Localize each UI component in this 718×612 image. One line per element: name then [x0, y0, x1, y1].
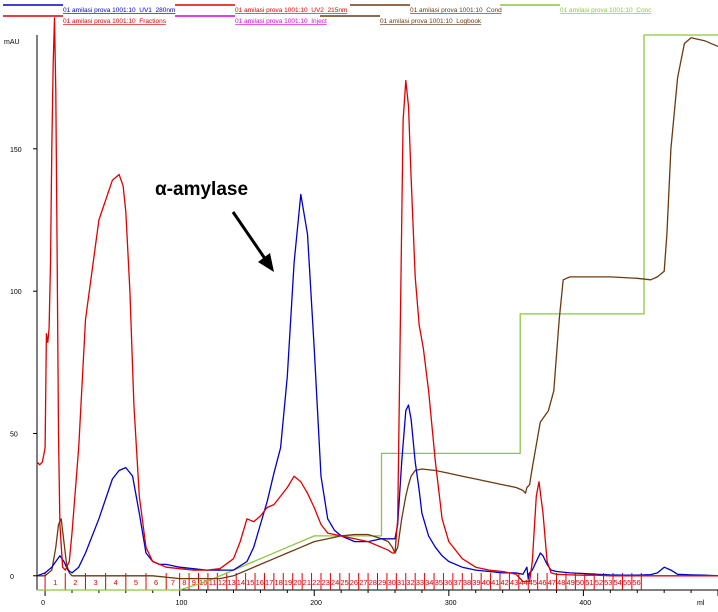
x-tick-label: 0 [41, 600, 45, 607]
fraction-label: 33 [416, 578, 424, 587]
fraction-label: 48 [557, 578, 565, 587]
fraction-label: 41 [491, 578, 499, 587]
y-tick-label: 150 [10, 147, 22, 154]
fraction-label: 7 [171, 578, 175, 587]
fraction-label: 56 [632, 578, 640, 587]
fraction-label: 44 [519, 578, 527, 587]
fraction-label: 28 [369, 578, 377, 587]
fraction-label: 22 [312, 578, 320, 587]
legend-label: 01 amilasi prova 1001:10_Logbook [380, 18, 482, 25]
fraction-label: 15 [246, 578, 254, 587]
annotation-arrowhead [258, 253, 274, 272]
fraction-label: 16 [256, 578, 264, 587]
annotation-label: α-amylase [155, 179, 248, 200]
fraction-label: 1 [53, 578, 57, 587]
legend-label: 01 amilasi prova 1001:10_UV1_280nm [63, 7, 175, 14]
fraction-label: 34 [425, 578, 433, 587]
annotation-arrow [231, 211, 272, 267]
fraction-label: 39 [472, 578, 480, 587]
fraction-label: 45 [529, 578, 537, 587]
fraction-label: 31 [397, 578, 405, 587]
fraction-label: 18 [274, 578, 282, 587]
fraction-label: 43 [510, 578, 518, 587]
y-axis-label: mAU [4, 39, 20, 46]
annotation: α-amylase [155, 179, 274, 272]
fraction-label: 14 [237, 578, 245, 587]
fraction-label: 53 [604, 578, 612, 587]
fraction-label: 50 [576, 578, 584, 587]
legend-label: 01 amilasi prova 1001:10_Conc [560, 7, 652, 14]
fraction-label: 2 [73, 578, 77, 587]
fraction-label: 49 [566, 578, 574, 587]
fraction-label: 51 [585, 578, 593, 587]
fraction-label: 5 [134, 578, 138, 587]
fraction-label: 8 [182, 578, 186, 587]
fraction-label: 9 [192, 578, 196, 587]
fraction-label: 46 [538, 578, 546, 587]
fraction-label: 21 [303, 578, 311, 587]
series-line [37, 37, 718, 580]
fraction-label: 32 [406, 578, 414, 587]
x-tick-label: 300 [445, 600, 457, 607]
legend-label: 01 amilasi prova 1001:10_Cond [410, 7, 502, 14]
y-tick-label: 100 [10, 289, 22, 296]
fraction-label: 38 [463, 578, 471, 587]
fraction-label: 36 [444, 578, 452, 587]
fraction-label: 19 [284, 578, 292, 587]
fraction-label: 52 [595, 578, 603, 587]
fraction-label: 30 [387, 578, 395, 587]
y-tick-label: 0 [10, 574, 14, 581]
fraction-label: 35 [435, 578, 443, 587]
fraction-label: 24 [331, 578, 339, 587]
fraction-label: 37 [453, 578, 461, 587]
legend-label: 01 amilasi prova 1001:10_Inject [235, 18, 327, 25]
fraction-label: 13 [227, 578, 235, 587]
fraction-label: 26 [350, 578, 358, 587]
fraction-label: 27 [359, 578, 367, 587]
plot-area [36, 17, 718, 591]
fraction-label: 20 [293, 578, 301, 587]
fraction-label: 6 [154, 578, 158, 587]
legend-label: 01 amilasi prova 1001:10_Fractions [63, 18, 167, 25]
fraction-label: 29 [378, 578, 386, 587]
series-line [36, 193, 718, 580]
fraction-label: 23 [322, 578, 330, 587]
fraction-label: 11 [209, 578, 217, 587]
legend: 01 amilasi prova 1001:10_UV1_280nm 01 ami… [3, 4, 652, 25]
legend-label: 01 amilasi prova 1001:10_UV2_215nm [235, 7, 347, 14]
series-line [37, 34, 718, 591]
fraction-label: 17 [265, 578, 273, 587]
x-axis-label: ml [697, 600, 705, 607]
fraction-label: 25 [340, 578, 348, 587]
fraction-label: 55 [623, 578, 631, 587]
x-tick-label: 100 [176, 600, 188, 607]
fraction-label: 12 [218, 578, 226, 587]
x-tick-label: 400 [579, 600, 591, 607]
x-tick-label: 200 [310, 600, 322, 607]
y-tick-label: 50 [10, 431, 18, 438]
fraction-label: 42 [501, 578, 509, 587]
fraction-label: 3 [93, 578, 97, 587]
fraction-label: 54 [614, 578, 622, 587]
fraction-label: 40 [482, 578, 490, 587]
fraction-label: 4 [114, 578, 118, 587]
series-line [36, 17, 718, 583]
fraction-label: 47 [548, 578, 556, 587]
